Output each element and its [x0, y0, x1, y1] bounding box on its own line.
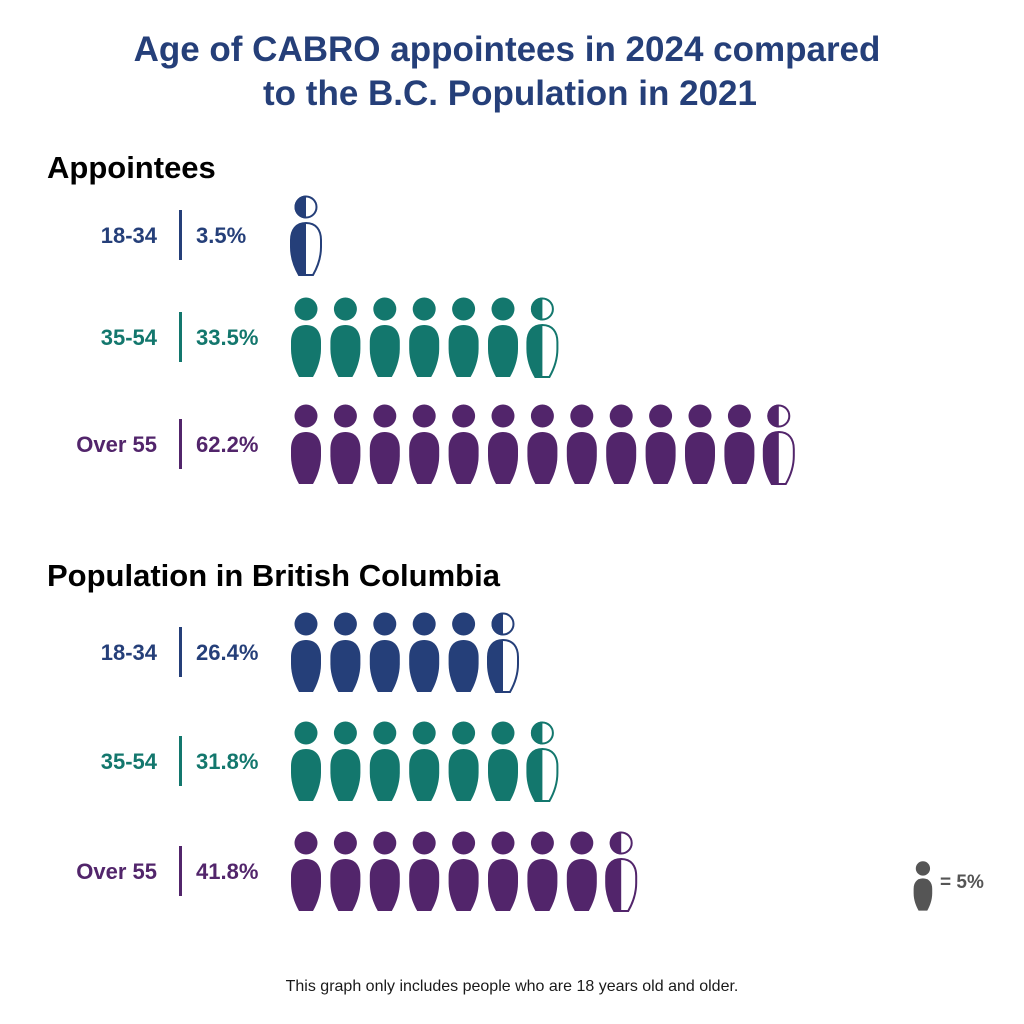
- person-icon-half: [526, 721, 559, 802]
- person-icon: [488, 404, 518, 484]
- person-icon: [291, 721, 321, 801]
- row-population-18-34: 18-34 26.4%: [101, 612, 519, 693]
- person-icon: [488, 721, 518, 801]
- footnote: This graph only includes people who are …: [286, 978, 739, 995]
- chart-title-line-2: to the B.C. Population in 2021: [263, 74, 757, 113]
- percent-label: 41.8%: [196, 859, 258, 884]
- row-separator: [179, 210, 182, 260]
- legend: = 5%: [913, 861, 984, 911]
- legend-label: = 5%: [940, 872, 984, 893]
- person-icon-half: [605, 831, 638, 912]
- person-icon-half: [487, 612, 519, 693]
- pictograph-rows: 18-34 3.5% 35-54 33.5% Over 55 62.2% 18-34 26.4…: [76, 195, 795, 912]
- section-title-appointees: Appointees: [47, 150, 216, 185]
- person-icon: [448, 721, 479, 801]
- person-icon: [448, 612, 479, 692]
- age-label: 18-34: [101, 640, 158, 665]
- person-icon-half: [762, 404, 795, 485]
- person-icon: [409, 297, 440, 377]
- age-label: 35-54: [101, 325, 158, 350]
- person-icon-half: [526, 297, 559, 378]
- person-icon: [369, 612, 400, 692]
- person-icon: [685, 404, 715, 484]
- person-icon: [566, 404, 597, 484]
- person-icon: [645, 404, 676, 484]
- person-icon-legend: [913, 861, 933, 911]
- person-icon: [291, 612, 321, 692]
- person-icon: [606, 404, 637, 484]
- person-icon: [369, 831, 400, 911]
- percent-label: 62.2%: [196, 432, 258, 457]
- chart-title-line-1: Age of CABRO appointees in 2024 compared: [134, 30, 881, 69]
- person-icon: [291, 404, 321, 484]
- age-label: 35-54: [101, 749, 158, 774]
- age-label: 18-34: [101, 223, 158, 248]
- row-appointees-over-55: Over 55 62.2%: [76, 404, 795, 485]
- person-icon: [724, 404, 755, 484]
- percent-label: 3.5%: [196, 223, 246, 248]
- row-separator: [179, 736, 182, 786]
- person-icon: [448, 831, 479, 911]
- row-appointees-35-54: 35-54 33.5%: [101, 297, 559, 378]
- person-icon: [448, 297, 479, 377]
- person-icon: [527, 831, 558, 911]
- percent-label: 26.4%: [196, 640, 258, 665]
- row-separator: [179, 846, 182, 896]
- percent-label: 33.5%: [196, 325, 258, 350]
- person-icon: [566, 831, 597, 911]
- row-separator: [179, 312, 182, 362]
- person-icon: [291, 297, 321, 377]
- age-label: Over 55: [76, 432, 157, 457]
- person-icon: [330, 612, 361, 692]
- person-icon: [369, 721, 400, 801]
- person-icon: [291, 831, 321, 911]
- row-appointees-18-34: 18-34 3.5%: [101, 195, 322, 276]
- person-icon: [448, 404, 479, 484]
- person-icon: [330, 404, 361, 484]
- percent-label: 31.8%: [196, 749, 258, 774]
- person-icon: [330, 831, 361, 911]
- person-icon: [369, 404, 400, 484]
- row-population-35-54: 35-54 31.8%: [101, 721, 559, 802]
- person-icon: [488, 831, 518, 911]
- row-population-over-55: Over 55 41.8%: [76, 831, 638, 912]
- person-icon-half: [290, 195, 322, 276]
- person-icon: [369, 297, 400, 377]
- person-icon: [488, 297, 518, 377]
- person-icon: [409, 404, 440, 484]
- person-icon: [330, 297, 361, 377]
- row-separator: [179, 627, 182, 677]
- person-icon: [409, 612, 440, 692]
- age-label: Over 55: [76, 859, 157, 884]
- section-title-population: Population in British Columbia: [47, 558, 501, 593]
- person-icon: [409, 721, 440, 801]
- row-separator: [179, 419, 182, 469]
- person-icon: [409, 831, 440, 911]
- person-icon: [527, 404, 558, 484]
- person-icon: [330, 721, 361, 801]
